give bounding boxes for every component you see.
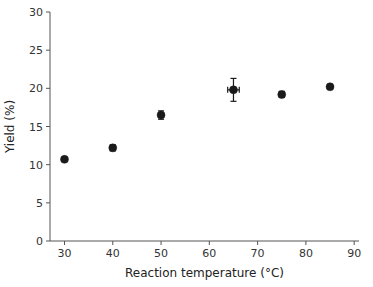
x-tick xyxy=(112,241,113,245)
y-tick xyxy=(46,12,50,13)
x-tick xyxy=(354,241,355,245)
point xyxy=(109,144,117,152)
y-tick xyxy=(46,164,50,165)
x-tick-label: 60 xyxy=(202,247,216,260)
marks xyxy=(60,78,334,163)
x-axis-label: Reaction temperature (°C) xyxy=(125,266,284,280)
y-tick xyxy=(46,88,50,89)
y-tick xyxy=(46,241,50,242)
y-tick-label: 10 xyxy=(29,159,43,172)
x-tick xyxy=(305,241,306,245)
point xyxy=(326,83,334,91)
y-error-cap xyxy=(230,78,236,79)
y-tick-label: 5 xyxy=(36,197,43,210)
y-tick-label: 30 xyxy=(29,6,43,19)
y-tick xyxy=(46,126,50,127)
x-tick xyxy=(257,241,258,245)
x-axis-line xyxy=(50,241,359,242)
x-tick-label: 40 xyxy=(106,247,120,260)
y-tick-label: 15 xyxy=(29,121,43,134)
x-tick-label: 90 xyxy=(347,247,361,260)
x-tick xyxy=(209,241,210,245)
x-tick xyxy=(64,241,65,245)
x-error-cap xyxy=(239,87,240,93)
y-tick-label: 25 xyxy=(29,44,43,57)
x-error-bar xyxy=(228,87,240,93)
point xyxy=(60,155,68,163)
y-error-cap xyxy=(230,101,236,102)
x-tick-label: 70 xyxy=(251,247,265,260)
x-tick-label: 80 xyxy=(299,247,313,260)
y-error-bar xyxy=(279,91,285,97)
y-error-bar xyxy=(158,111,164,119)
y-tick xyxy=(46,202,50,203)
y-axis-label: Yield (%) xyxy=(3,100,17,154)
y-tick-label: 0 xyxy=(36,235,43,248)
point xyxy=(278,90,286,98)
point xyxy=(229,86,237,94)
x-tick-label: 30 xyxy=(57,247,71,260)
x-error-cap xyxy=(227,87,228,93)
x-tick xyxy=(161,241,162,245)
chart: 30 40 50 60 70 80 90 0 5 10 15 20 25 30 Reaction tempe… xyxy=(0,0,373,287)
y-error-bar xyxy=(110,145,116,151)
y-error-bar xyxy=(230,78,236,101)
x-tick-label: 50 xyxy=(154,247,168,260)
y-tick xyxy=(46,50,50,51)
y-tick-label: 20 xyxy=(29,82,43,95)
chart-container: 30 40 50 60 70 80 90 0 5 10 15 20 25 30 Reaction tempe… xyxy=(0,0,373,287)
point xyxy=(157,111,165,119)
